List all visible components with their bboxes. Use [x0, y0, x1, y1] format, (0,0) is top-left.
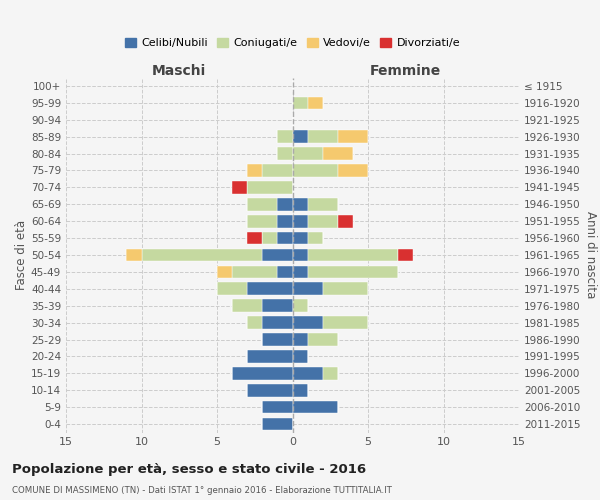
- Bar: [247, 198, 277, 210]
- Bar: [323, 147, 353, 160]
- Bar: [308, 96, 323, 109]
- Bar: [308, 215, 338, 228]
- Bar: [293, 333, 308, 346]
- Bar: [308, 232, 323, 244]
- Bar: [262, 418, 293, 430]
- Bar: [293, 316, 323, 329]
- Y-axis label: Anni di nascita: Anni di nascita: [584, 212, 597, 298]
- Bar: [262, 300, 293, 312]
- Bar: [247, 316, 262, 329]
- Bar: [338, 164, 368, 177]
- Bar: [277, 130, 293, 143]
- Bar: [293, 367, 323, 380]
- Bar: [232, 300, 262, 312]
- Bar: [293, 401, 338, 413]
- Bar: [247, 384, 293, 396]
- Bar: [247, 232, 262, 244]
- Bar: [262, 333, 293, 346]
- Bar: [293, 300, 308, 312]
- Bar: [293, 130, 308, 143]
- Text: COMUNE DI MASSIMENO (TN) - Dati ISTAT 1° gennaio 2016 - Elaborazione TUTTITALIA.: COMUNE DI MASSIMENO (TN) - Dati ISTAT 1°…: [12, 486, 392, 495]
- Bar: [247, 181, 293, 194]
- Bar: [293, 282, 323, 295]
- Bar: [293, 215, 308, 228]
- Bar: [293, 350, 308, 363]
- Bar: [293, 384, 308, 396]
- Bar: [262, 316, 293, 329]
- Bar: [217, 282, 247, 295]
- Text: Popolazione per età, sesso e stato civile - 2016: Popolazione per età, sesso e stato civil…: [12, 462, 366, 475]
- Bar: [277, 147, 293, 160]
- Bar: [247, 215, 277, 228]
- Bar: [232, 181, 247, 194]
- Bar: [308, 198, 338, 210]
- Bar: [127, 248, 142, 262]
- Bar: [232, 367, 293, 380]
- Bar: [277, 198, 293, 210]
- Text: Femmine: Femmine: [370, 64, 442, 78]
- Bar: [277, 266, 293, 278]
- Bar: [262, 164, 293, 177]
- Legend: Celibi/Nubili, Coniugati/e, Vedovi/e, Divorziati/e: Celibi/Nubili, Coniugati/e, Vedovi/e, Di…: [121, 34, 464, 52]
- Bar: [323, 367, 338, 380]
- Bar: [217, 266, 232, 278]
- Bar: [293, 147, 323, 160]
- Bar: [247, 350, 293, 363]
- Bar: [232, 266, 277, 278]
- Bar: [247, 282, 293, 295]
- Bar: [323, 282, 368, 295]
- Bar: [293, 96, 308, 109]
- Bar: [308, 248, 398, 262]
- Bar: [308, 333, 338, 346]
- Bar: [308, 266, 398, 278]
- Y-axis label: Fasce di età: Fasce di età: [15, 220, 28, 290]
- Bar: [308, 130, 338, 143]
- Bar: [293, 248, 308, 262]
- Bar: [293, 232, 308, 244]
- Bar: [323, 316, 368, 329]
- Bar: [277, 232, 293, 244]
- Bar: [338, 130, 368, 143]
- Bar: [262, 232, 277, 244]
- Bar: [262, 248, 293, 262]
- Bar: [293, 198, 308, 210]
- Bar: [262, 401, 293, 413]
- Bar: [247, 164, 262, 177]
- Bar: [277, 215, 293, 228]
- Bar: [398, 248, 413, 262]
- Bar: [338, 215, 353, 228]
- Bar: [142, 248, 262, 262]
- Bar: [293, 164, 338, 177]
- Bar: [293, 266, 308, 278]
- Text: Maschi: Maschi: [152, 64, 206, 78]
